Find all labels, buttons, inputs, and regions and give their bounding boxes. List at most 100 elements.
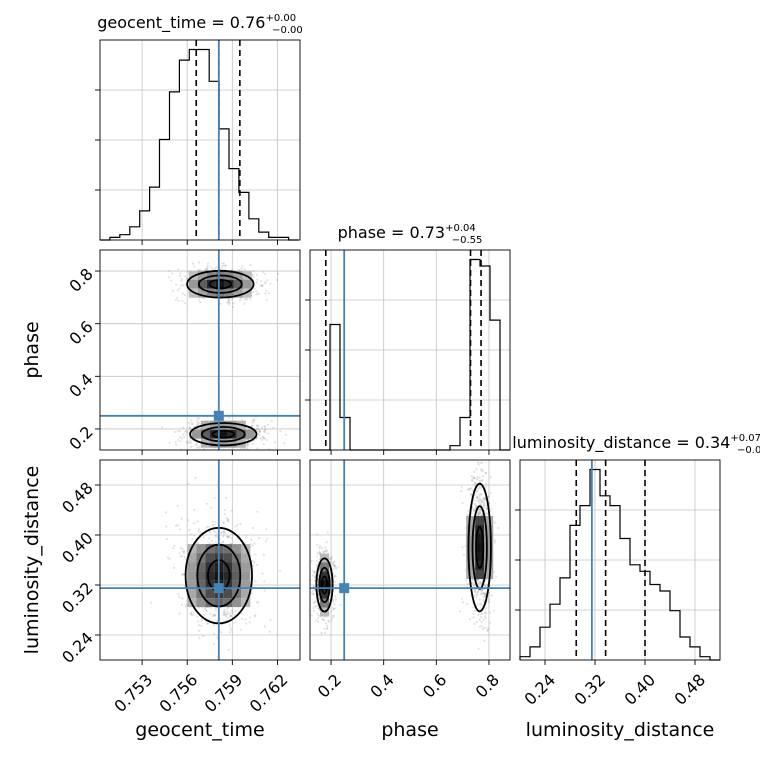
sample-point (484, 617, 487, 620)
density-cell (236, 429, 246, 439)
sample-point (460, 597, 463, 600)
sample-point (202, 634, 205, 638)
sample-point (248, 621, 251, 624)
sample-point (195, 444, 198, 447)
sample-point (471, 489, 474, 492)
sample-point (207, 537, 211, 540)
truth-marker (213, 583, 224, 594)
sample-point (475, 468, 478, 471)
contour-line (186, 269, 255, 299)
density-cell (224, 279, 234, 289)
sample-point (279, 430, 282, 433)
sample-point (474, 493, 477, 497)
y-tick-label-phase: 0.4 (65, 370, 96, 401)
sample-point (180, 517, 183, 521)
sample-point (190, 445, 193, 448)
sample-point (466, 602, 469, 606)
sample-point (329, 591, 332, 594)
sample-point (330, 557, 333, 560)
sample-point (195, 442, 198, 445)
sample-point (479, 493, 482, 496)
sample-point (255, 424, 258, 427)
sample-point (252, 275, 255, 278)
sample-point (311, 574, 314, 577)
sample-point (200, 624, 203, 627)
truth-marker (213, 410, 224, 421)
sample-point (199, 532, 202, 535)
density-cell (466, 525, 476, 534)
sample-point (263, 431, 266, 434)
sample-point (213, 614, 216, 617)
sample-point (477, 512, 480, 515)
sample-point (330, 562, 333, 565)
x-tick-label-phase: 0.8 (472, 670, 503, 701)
density-cell (227, 429, 237, 439)
sample-point (257, 601, 260, 604)
sample-point (276, 272, 279, 276)
density-cell (191, 429, 201, 439)
y-tick-label-luminosity_distance: 0.32 (58, 578, 97, 617)
sample-point (174, 440, 177, 444)
density-cell (475, 534, 485, 543)
sample-point (261, 426, 264, 429)
sample-point (477, 514, 480, 517)
sample-point (182, 433, 185, 436)
sample-point (189, 441, 192, 444)
sample-point (204, 268, 207, 271)
sample-point (243, 268, 246, 271)
sample-point (477, 582, 480, 585)
sample-point (213, 614, 217, 617)
sample-point (220, 631, 223, 634)
sample-point (231, 611, 234, 615)
sample-point (317, 571, 321, 574)
sample-point (254, 614, 257, 617)
histogram-luminosity_distance (519, 468, 720, 661)
sample-point (482, 497, 486, 500)
sample-point (315, 600, 318, 603)
sample-point (193, 522, 196, 525)
sample-point (177, 524, 180, 527)
sample-point (473, 509, 476, 512)
sample-point (310, 614, 313, 617)
sample-point (484, 615, 487, 618)
sample-point (258, 434, 261, 437)
sample-point (227, 303, 230, 306)
sample-point (482, 591, 485, 594)
sample-point (255, 281, 258, 284)
sample-point (265, 299, 268, 302)
sample-point (208, 542, 211, 545)
sample-point (482, 475, 485, 478)
sample-point (228, 302, 231, 305)
sample-point (480, 493, 483, 496)
sample-point (278, 569, 281, 572)
sample-point (230, 268, 234, 271)
sample-point (224, 264, 227, 267)
sample-point (483, 610, 486, 613)
sample-point (482, 504, 485, 508)
sample-point (481, 604, 484, 607)
density-cell (197, 270, 207, 280)
sample-point (493, 539, 497, 542)
sample-point (485, 612, 488, 615)
sample-point (251, 544, 254, 547)
sample-point (187, 441, 190, 444)
sample-point (460, 490, 463, 493)
sample-point (190, 422, 193, 425)
sample-point (181, 597, 184, 600)
density-cell (224, 288, 234, 298)
sample-point (473, 589, 476, 592)
sample-point (239, 522, 242, 526)
sample-point (316, 533, 319, 536)
sample-point (227, 297, 230, 301)
sample-point (243, 447, 246, 450)
density-cell (205, 571, 215, 581)
sample-point (176, 289, 179, 292)
density-cell (218, 420, 228, 430)
sample-point (265, 289, 268, 292)
sample-point (476, 602, 479, 605)
sample-point (489, 621, 492, 625)
sample-point (214, 531, 217, 534)
sample-point (254, 580, 257, 583)
sample-point (474, 589, 477, 592)
sample-point (473, 470, 476, 473)
